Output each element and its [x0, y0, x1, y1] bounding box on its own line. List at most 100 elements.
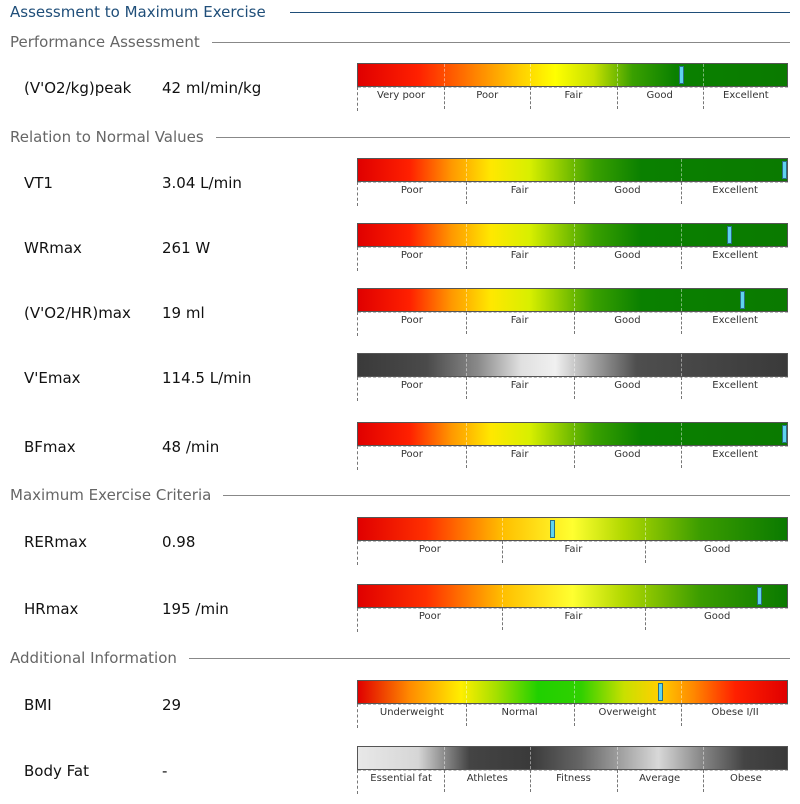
row-value: 195 /min — [162, 600, 229, 618]
gauge-divider — [501, 585, 503, 607]
row-body-fat: Body Fat - Essential fat Athletes Fitness A… — [0, 746, 800, 796]
gauge-bar — [357, 288, 788, 312]
scale-separator — [530, 87, 532, 109]
gauge-divider — [465, 224, 467, 246]
gauge-bar — [357, 63, 788, 87]
scale-separator — [702, 87, 704, 109]
scale-separator — [645, 608, 647, 630]
scale-separator — [681, 247, 683, 269]
scale-label: Fair — [510, 315, 529, 326]
scale-label: Good — [614, 185, 641, 196]
value-marker — [782, 161, 787, 179]
scale-label: Good — [614, 315, 641, 326]
row-bfmax: BFmax 48 /min Poor Fair Good Excellent — [0, 422, 800, 472]
scale-separator — [465, 704, 467, 726]
scale-separator — [465, 247, 467, 269]
rating-gauge: Essential fat Athletes Fitness Average Obese — [357, 746, 788, 794]
scale-baseline — [358, 182, 788, 183]
gauge-divider — [573, 423, 575, 445]
rating-gauge: Poor Fair Good Excellent — [357, 422, 788, 470]
gauge-divider — [645, 518, 647, 540]
scale-separator — [645, 541, 647, 563]
scale-labels: Poor Fair Good Excellent — [357, 446, 788, 470]
row-label: BMI — [24, 696, 52, 714]
scale-separator — [616, 87, 618, 109]
row-value: - — [162, 762, 168, 780]
scale-baseline — [358, 377, 788, 378]
row-label: V'Emax — [24, 369, 81, 387]
row-label: HRmax — [24, 600, 79, 618]
row-value: 261 W — [162, 239, 211, 257]
scale-separator — [530, 770, 532, 792]
scale-labels: Poor Fair Good Excellent — [357, 247, 788, 271]
scale-separator — [573, 704, 575, 726]
main-title-text: Assessment to Maximum Exercise — [10, 3, 266, 21]
row-vo2kg-peak: (V'O2/kg)peak 42 ml/min/kg Very poor Poor… — [0, 63, 800, 113]
row-value: 19 ml — [162, 304, 205, 322]
gauge-divider — [702, 64, 704, 86]
scale-label: Poor — [418, 611, 441, 622]
scale-label: Very poor — [377, 90, 426, 101]
row-label: RERmax — [24, 533, 88, 551]
gauge-bar — [357, 584, 788, 608]
scale-baseline — [358, 608, 788, 609]
scale-labels: Poor Fair Good Excellent — [357, 312, 788, 336]
main-title-rule — [289, 11, 790, 13]
scale-separator — [573, 446, 575, 468]
gauge-divider — [702, 747, 704, 769]
gauge-divider — [465, 423, 467, 445]
scale-labels: Poor Fair Good Excellent — [357, 377, 788, 401]
scale-separator — [681, 182, 683, 204]
scale-labels: Poor Fair Good Excellent — [357, 182, 788, 206]
section-criteria: Maximum Exercise Criteria — [10, 483, 790, 507]
gauge-bar — [357, 422, 788, 446]
scale-separator — [465, 182, 467, 204]
value-marker — [756, 587, 762, 605]
scale-label: Good — [614, 250, 641, 261]
section-additional: Additional Information — [10, 646, 790, 670]
scale-label: Essential fat — [370, 773, 432, 784]
value-marker — [679, 66, 685, 84]
row-hrmax: HRmax 195 /min Poor Fair Good — [0, 584, 800, 634]
section-rule — [223, 494, 790, 496]
section-performance: Performance Assessment — [10, 30, 790, 54]
scale-baseline — [358, 704, 788, 705]
row-value: 42 ml/min/kg — [162, 79, 262, 97]
row-vemax: V'Emax 114.5 L/min Poor Fair Good Excellent — [0, 353, 800, 403]
main-title: Assessment to Maximum Exercise — [10, 0, 790, 24]
scale-label: Normal — [501, 707, 538, 718]
scale-label: Obese — [730, 773, 762, 784]
rating-gauge: Poor Fair Good — [357, 517, 788, 565]
scale-label: Poor — [400, 250, 423, 261]
scale-label: Obese I/II — [711, 707, 759, 718]
gauge-divider — [681, 681, 683, 703]
scale-label: Poor — [400, 185, 423, 196]
scale-label: Fair — [564, 544, 583, 555]
scale-separator — [465, 446, 467, 468]
scale-separator — [681, 446, 683, 468]
scale-label: Excellent — [712, 250, 758, 261]
scale-label: Good — [703, 611, 731, 622]
scale-separator — [681, 704, 683, 726]
rating-gauge: Poor Fair Good Excellent — [357, 353, 788, 401]
scale-separator — [444, 87, 446, 109]
gauge-divider — [465, 289, 467, 311]
row-bmi: BMI 29 Underweight Normal Overweight Obese … — [0, 680, 800, 730]
gauge-divider — [573, 224, 575, 246]
scale-separator — [681, 312, 683, 334]
gauge-divider — [465, 159, 467, 181]
scale-label: Good — [614, 380, 641, 391]
scale-labels: Essential fat Athletes Fitness Average Obese — [357, 770, 788, 794]
scale-separator — [501, 541, 503, 563]
rating-gauge: Underweight Normal Overweight Obese I/II — [357, 680, 788, 728]
gauge-divider — [444, 64, 446, 86]
scale-separator — [465, 312, 467, 334]
row-value: 3.04 L/min — [162, 174, 242, 192]
row-label: Body Fat — [24, 762, 89, 780]
value-marker — [549, 520, 555, 538]
scale-separator — [573, 312, 575, 334]
scale-baseline — [358, 87, 788, 88]
gauge-bar — [357, 746, 788, 770]
scale-label: Fair — [510, 380, 529, 391]
scale-label: Poor — [418, 544, 441, 555]
